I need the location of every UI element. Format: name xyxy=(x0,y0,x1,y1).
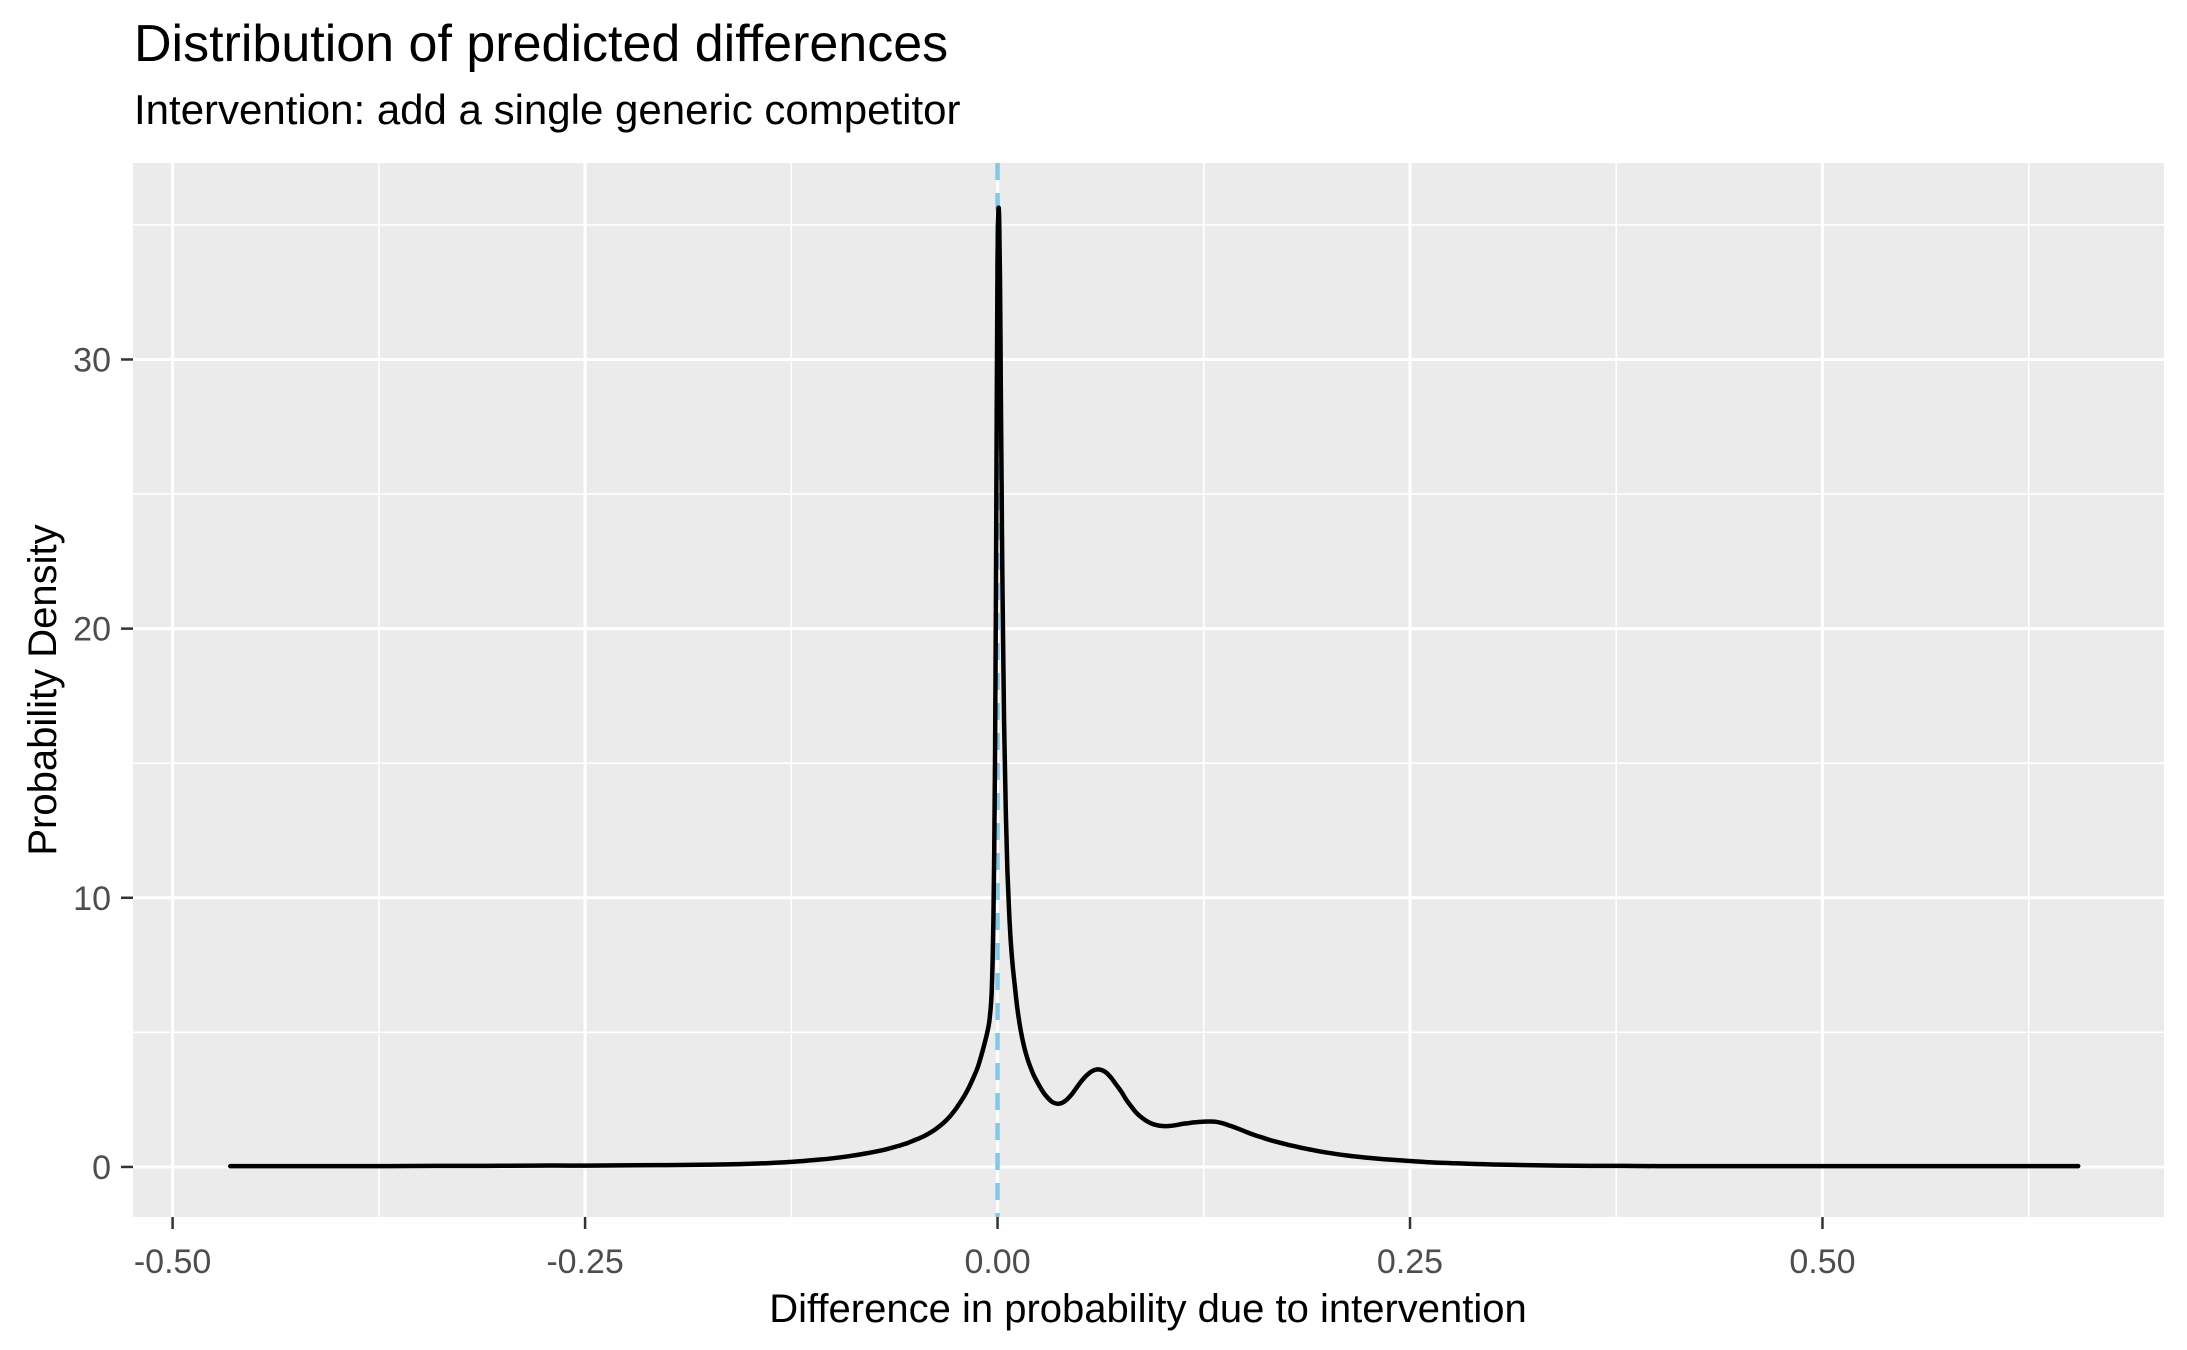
y-tick-label: 10 xyxy=(73,880,111,918)
y-axis-title: Probability Density xyxy=(21,524,65,855)
density-curve xyxy=(228,205,2081,1169)
x-tick-label: -0.25 xyxy=(546,1243,624,1281)
y-tick-label: 30 xyxy=(73,341,111,379)
plot-subtitle: Intervention: add a single generic compe… xyxy=(134,86,961,133)
plot-title: Distribution of predicted differences xyxy=(134,15,949,73)
y-tick-label: 20 xyxy=(73,611,111,649)
y-tick-label: 0 xyxy=(92,1149,111,1187)
x-tick-label: 0.00 xyxy=(964,1243,1030,1281)
x-tick-label: 0.50 xyxy=(1789,1243,1855,1281)
x-tick-label: 0.25 xyxy=(1377,1243,1443,1281)
x-tick-label: -0.50 xyxy=(134,1243,212,1281)
x-axis-title: Difference in probability due to interve… xyxy=(769,1287,1527,1331)
axes: -0.50 -0.25 0.00 0.25 0.50 0 10 20 30 xyxy=(73,341,1855,1281)
density-curve-layer xyxy=(228,205,2081,1169)
panel-background xyxy=(133,163,2164,1217)
plot-panel xyxy=(133,163,2164,1217)
